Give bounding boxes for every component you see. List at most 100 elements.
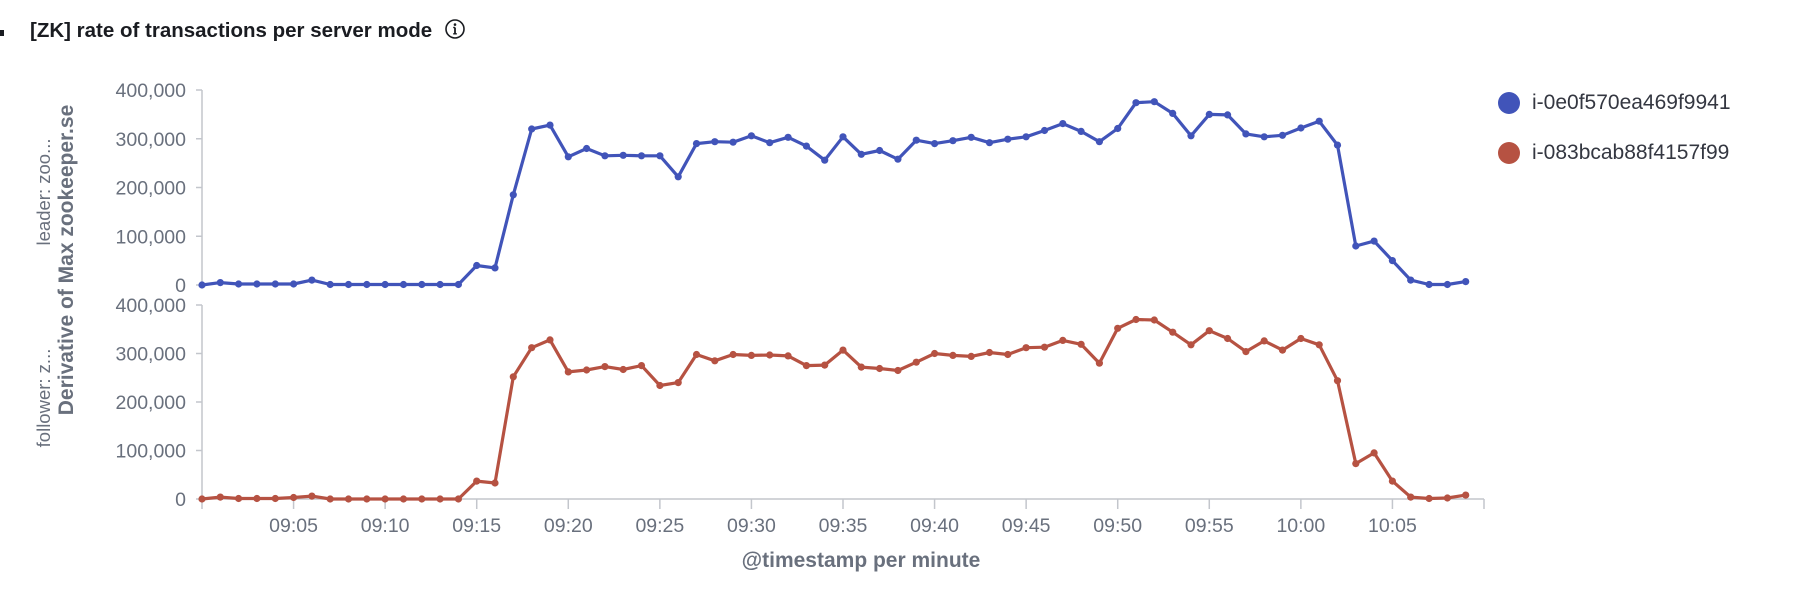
data-point-series-2 — [491, 479, 499, 487]
data-point-series-1 — [235, 280, 243, 288]
data-point-series-2 — [1370, 449, 1378, 457]
data-point-series-1 — [1297, 124, 1305, 132]
data-point-series-1 — [271, 280, 279, 288]
data-point-series-1 — [399, 280, 408, 289]
data-point-series-2 — [967, 352, 975, 360]
data-point-series-2 — [583, 366, 591, 374]
series-line-1 — [201, 100, 1466, 287]
data-point-series-1 — [711, 138, 719, 146]
data-point-series-2 — [436, 495, 444, 503]
data-point-series-2 — [546, 336, 554, 344]
data-point-series-2 — [1022, 344, 1030, 352]
data-point-series-1 — [473, 261, 481, 270]
data-point-series-1 — [876, 146, 884, 155]
x-tick-label: 10:05 — [1368, 515, 1417, 537]
data-point-series-1 — [949, 137, 957, 145]
data-point-series-1 — [1260, 133, 1268, 141]
legend-label-series-2: i-083bcab88f4157f99 — [1532, 141, 1730, 164]
data-point-series-2 — [1169, 328, 1177, 336]
data-point-series-1 — [1077, 127, 1085, 135]
data-point-series-1 — [253, 280, 261, 288]
data-point-series-2 — [1297, 334, 1305, 343]
data-point-series-2 — [1077, 340, 1085, 348]
data-point-series-1 — [1132, 99, 1140, 107]
data-point-series-1 — [1150, 98, 1158, 106]
data-point-series-2 — [363, 495, 371, 503]
data-point-series-1 — [216, 279, 224, 287]
data-point-series-1 — [1004, 135, 1012, 143]
data-point-series-1 — [802, 142, 811, 150]
data-point-series-1 — [1370, 237, 1378, 245]
data-point-series-1 — [674, 173, 682, 181]
data-point-series-2 — [656, 381, 664, 390]
data-point-series-1 — [1352, 242, 1360, 250]
data-point-series-2 — [839, 346, 847, 354]
data-point-series-1 — [1205, 110, 1213, 118]
data-point-series-2 — [253, 494, 261, 503]
data-point-series-2 — [674, 379, 682, 387]
x-tick-label: 09:50 — [1093, 515, 1142, 537]
data-point-series-1 — [931, 140, 939, 148]
data-point-series-2 — [271, 494, 279, 503]
data-point-series-2 — [1059, 336, 1067, 344]
data-point-series-2 — [912, 358, 920, 366]
legend-item-series-2[interactable]: i-083bcab88f4157f99 — [1498, 128, 1798, 178]
data-point-series-1 — [381, 280, 389, 289]
data-point-series-2 — [564, 368, 572, 376]
data-point-series-2 — [198, 495, 206, 503]
data-point-series-2 — [1352, 460, 1360, 468]
data-point-series-1 — [1462, 278, 1470, 286]
data-point-series-2 — [1150, 316, 1158, 324]
x-tick-label: 09:10 — [361, 515, 410, 537]
data-point-series-2 — [1333, 377, 1342, 385]
chart-axes: 0100,000200,000300,000400,0000100,000200… — [116, 80, 1485, 537]
chart-legend: i-0e0f570ea469f9941 i-083bcab88f4157f99 — [1498, 78, 1798, 178]
legend-item-series-1[interactable]: i-0e0f570ea469f9941 — [1498, 78, 1798, 128]
data-point-series-2 — [1260, 337, 1268, 345]
data-point-series-2 — [1132, 315, 1140, 324]
series-line-2 — [201, 317, 1466, 501]
y-axis-title: Derivative of Max zookeeper.se — [55, 105, 78, 415]
data-point-series-2 — [931, 349, 939, 358]
data-point-series-1 — [1187, 132, 1195, 140]
data-point-series-2 — [399, 495, 408, 503]
data-point-series-2 — [290, 493, 298, 502]
x-tick-label: 09:55 — [1185, 515, 1234, 537]
data-point-series-2 — [1040, 343, 1049, 351]
data-point-series-2 — [308, 492, 316, 500]
data-point-series-2 — [1095, 359, 1103, 367]
data-point-series-2 — [985, 348, 994, 357]
data-point-series-2 — [637, 362, 646, 370]
data-point-series-2 — [326, 495, 334, 503]
y-tick-label: 100,000 — [116, 441, 187, 463]
data-point-series-2 — [711, 357, 719, 365]
data-point-series-1 — [637, 152, 646, 160]
data-point-series-2 — [1425, 494, 1433, 503]
data-point-series-2 — [692, 350, 701, 359]
data-point-series-2 — [1242, 348, 1250, 356]
panel-label-follower: follower: z... — [33, 349, 54, 448]
data-point-series-1 — [1443, 280, 1451, 289]
data-point-series-1 — [344, 280, 353, 289]
info-circle-icon[interactable] — [444, 18, 466, 46]
panel-label-leader: leader: zoo... — [33, 139, 54, 246]
panel-title: [ZK] rate of transactions per server mod… — [30, 18, 466, 46]
data-point-series-2 — [1004, 350, 1012, 359]
data-point-series-1 — [1278, 131, 1287, 139]
data-point-series-1 — [491, 264, 499, 272]
data-point-series-1 — [1169, 109, 1177, 117]
data-point-series-2 — [1187, 341, 1195, 349]
y-tick-label: 300,000 — [116, 129, 187, 151]
data-point-series-2 — [949, 351, 957, 359]
data-point-series-1 — [1224, 111, 1232, 119]
data-point-series-1 — [601, 152, 609, 160]
data-point-series-2 — [1443, 494, 1451, 502]
data-point-series-1 — [619, 151, 627, 159]
data-point-series-1 — [766, 139, 774, 147]
data-point-series-1 — [912, 136, 920, 144]
data-point-series-1 — [436, 280, 444, 289]
y-tick-label: 300,000 — [116, 344, 187, 366]
data-point-series-1 — [1059, 120, 1067, 128]
data-point-series-1 — [692, 140, 701, 148]
